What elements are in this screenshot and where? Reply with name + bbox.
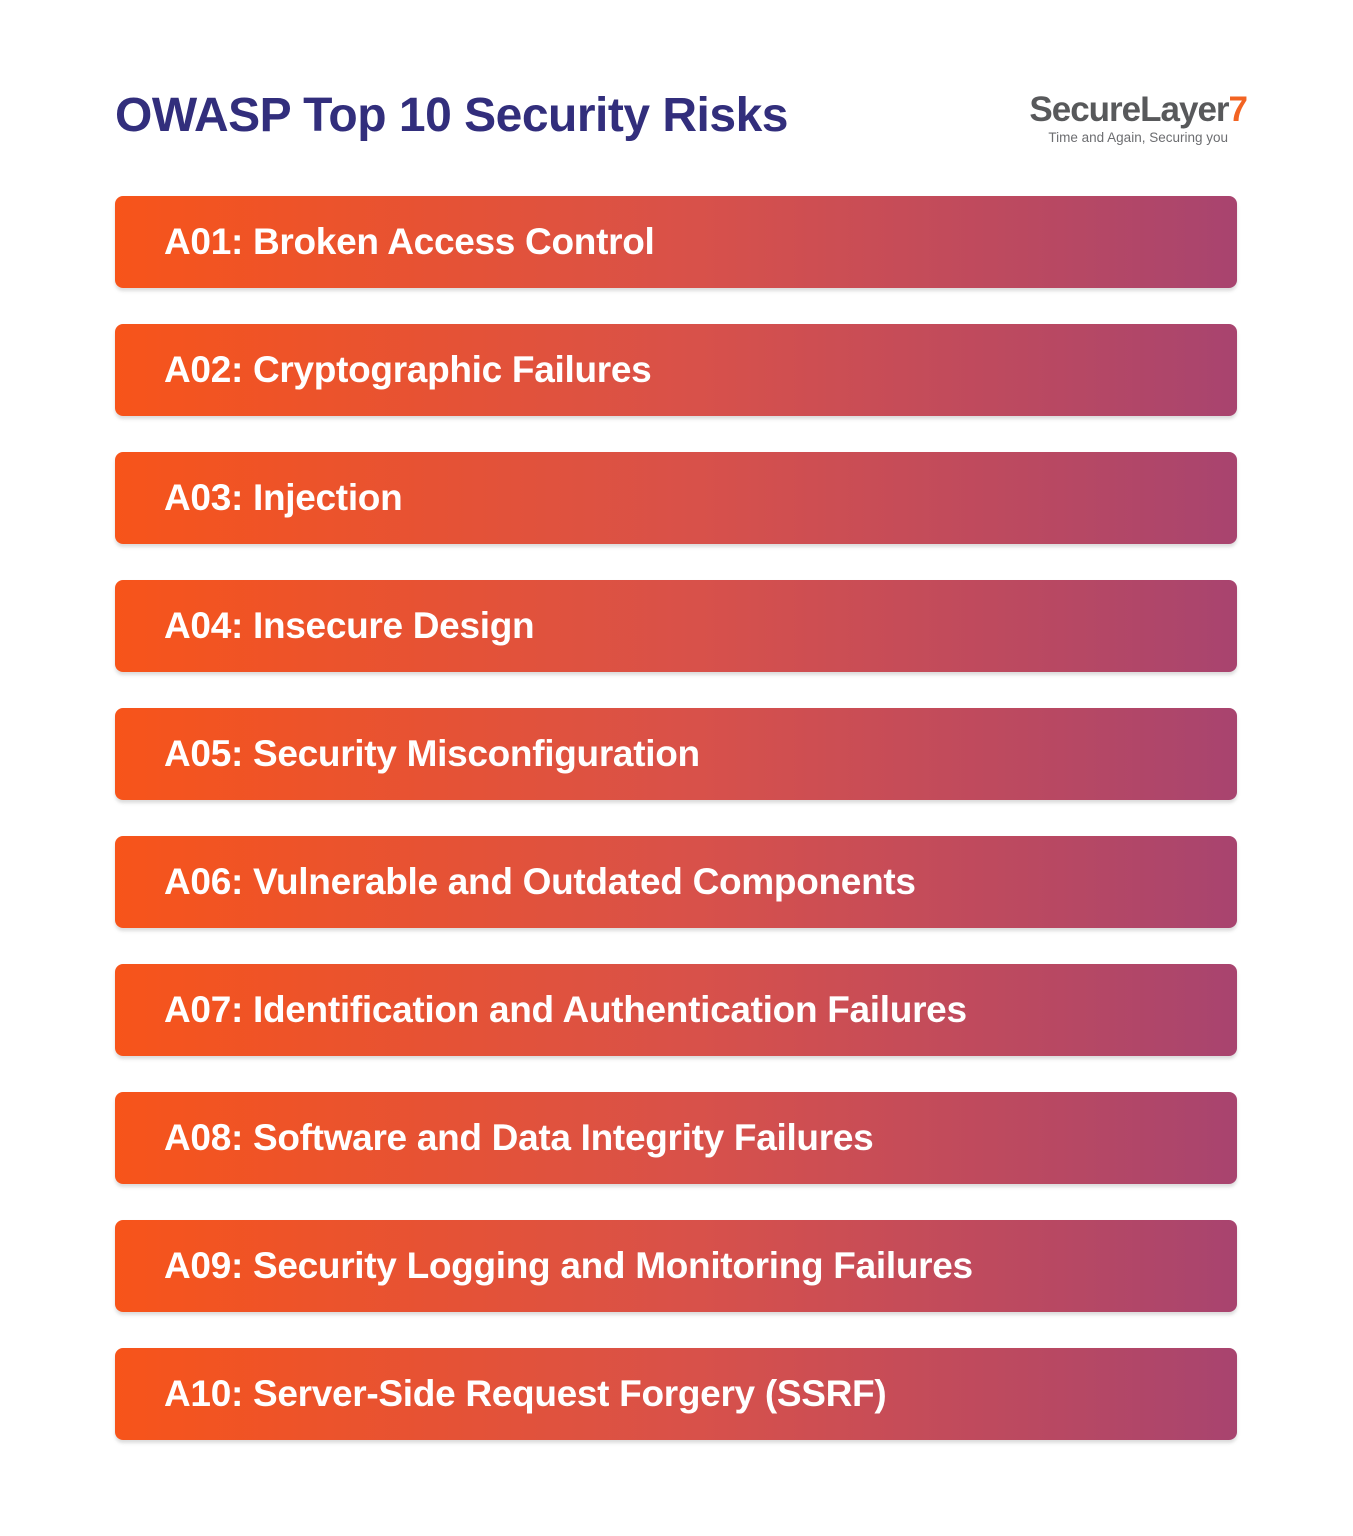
risk-bar-label: A04: Insecure Design	[164, 605, 535, 646]
risk-bar-label: A06: Vulnerable and Outdated Components	[164, 861, 916, 902]
risk-bar-a04: A04: Insecure Design	[115, 580, 1237, 672]
risk-bar-a01: A01: Broken Access Control	[115, 196, 1237, 288]
logo-brand-text: SecureLayer7	[1029, 90, 1248, 129]
risk-bar-label: A07: Identification and Authentication F…	[164, 989, 967, 1030]
securelayer7-logo: SecureLayer7 Time and Again, Securing yo…	[1029, 90, 1248, 145]
risk-bar-a08: A08: Software and Data Integrity Failure…	[115, 1092, 1237, 1184]
risk-bar-a02: A02: Cryptographic Failures	[115, 324, 1237, 416]
risk-bar-label: A05: Security Misconfiguration	[164, 733, 700, 774]
risk-bar-label: A08: Software and Data Integrity Failure…	[164, 1117, 874, 1158]
risk-bar-a09: A09: Security Logging and Monitoring Fai…	[115, 1220, 1237, 1312]
risk-bar-label: A09: Security Logging and Monitoring Fai…	[164, 1245, 973, 1286]
logo-tagline: Time and Again, Securing you	[1048, 130, 1228, 145]
risk-bar-label: A02: Cryptographic Failures	[164, 349, 652, 390]
risk-list: A01: Broken Access Control A02: Cryptogr…	[115, 196, 1237, 1476]
risk-bar-a03: A03: Injection	[115, 452, 1237, 544]
risk-bar-label: A03: Injection	[164, 477, 403, 518]
risk-bar-label: A01: Broken Access Control	[164, 221, 655, 262]
risk-bar-a05: A05: Security Misconfiguration	[115, 708, 1237, 800]
logo-brand-name: SecureLayer	[1029, 90, 1229, 129]
risk-bar-a06: A06: Vulnerable and Outdated Components	[115, 836, 1237, 928]
logo-seven-digit: 7	[1228, 90, 1248, 129]
page-title: OWASP Top 10 Security Risks	[115, 89, 788, 142]
risk-bar-label: A10: Server-Side Request Forgery (SSRF)	[164, 1373, 887, 1414]
risk-bar-a10: A10: Server-Side Request Forgery (SSRF)	[115, 1348, 1237, 1440]
risk-bar-a07: A07: Identification and Authentication F…	[115, 964, 1237, 1056]
